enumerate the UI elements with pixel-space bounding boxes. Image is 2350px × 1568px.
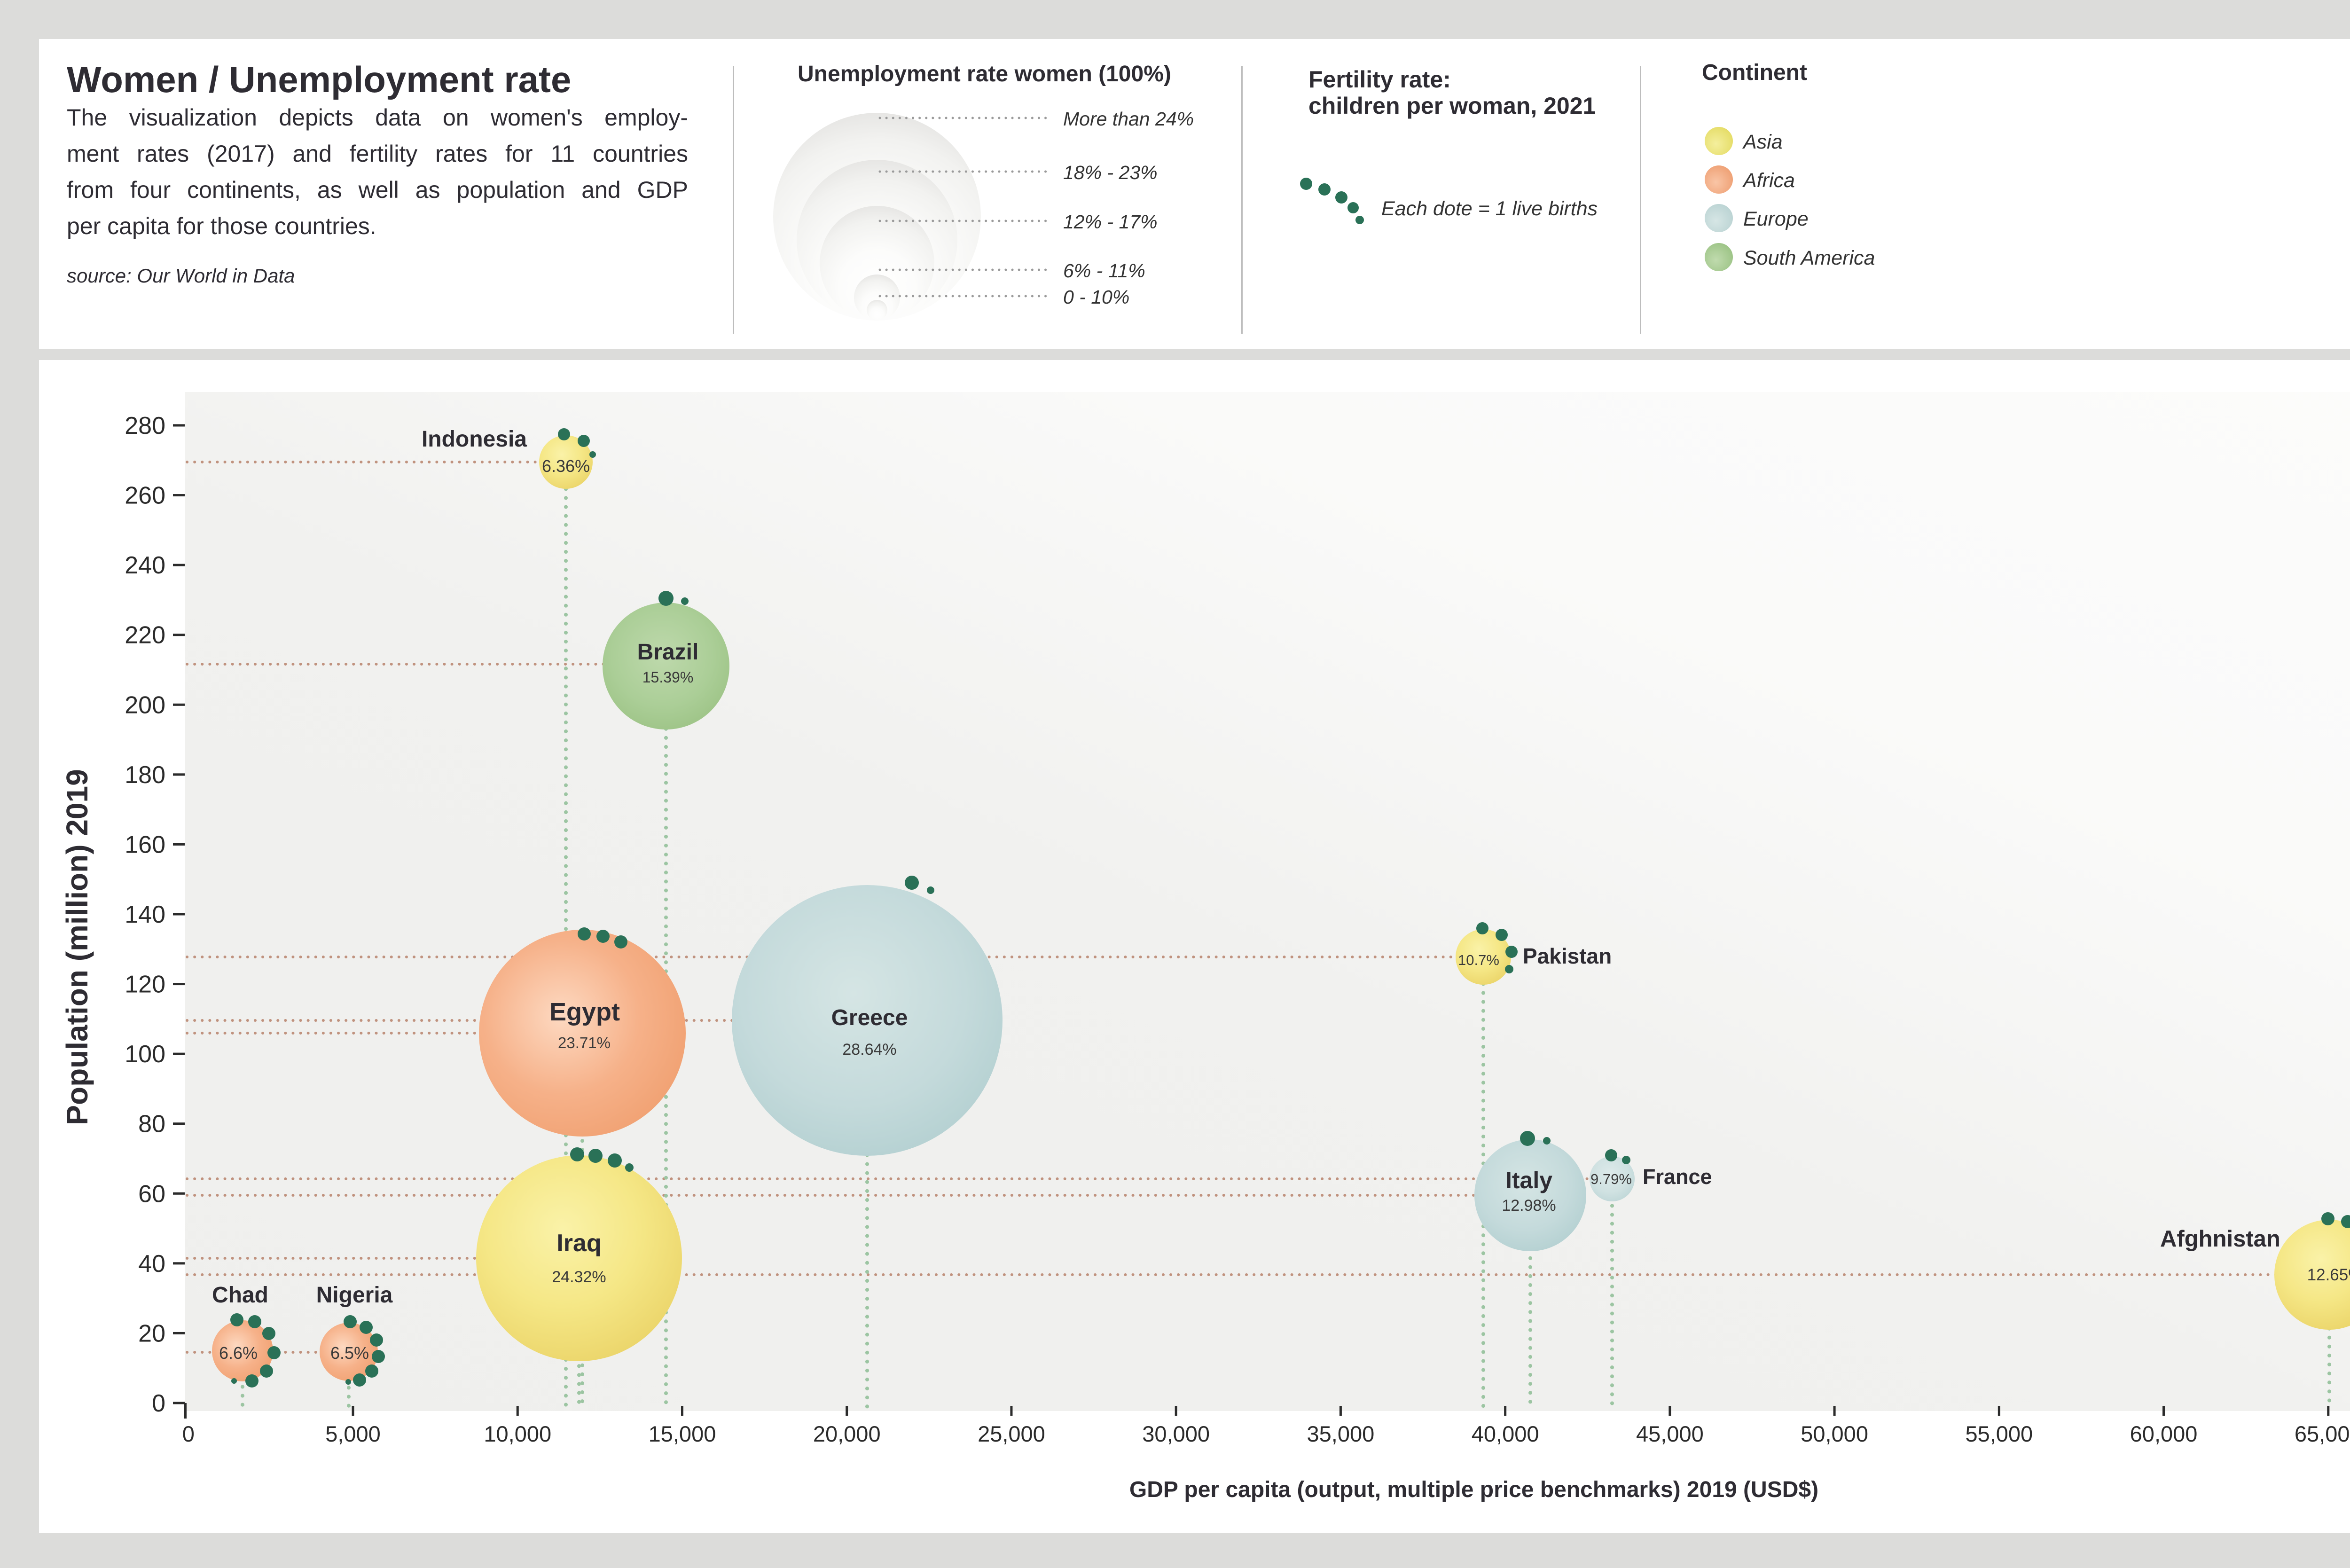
svg-text:9.79%: 9.79% (1590, 1171, 1632, 1187)
svg-text:40: 40 (138, 1250, 165, 1278)
svg-text:Egypt: Egypt (549, 998, 620, 1026)
svg-text:30,000: 30,000 (1142, 1421, 1210, 1446)
svg-text:GDP per capita (output, multip: GDP per capita (output, multiple price b… (1129, 1477, 1818, 1502)
svg-text:Fertility rate:: Fertility rate: (1308, 66, 1451, 93)
svg-text:200: 200 (125, 691, 165, 719)
svg-text:source: Our World in Data: source: Our World in Data (67, 265, 295, 287)
svg-text:Indonesia: Indonesia (422, 427, 527, 452)
svg-text:Afghnistan: Afghnistan (2160, 1226, 2280, 1252)
svg-text:80: 80 (138, 1111, 165, 1138)
svg-text:15.39%: 15.39% (642, 669, 694, 686)
svg-text:Unemployment rate women (100%): Unemployment rate women (100%) (798, 62, 1171, 86)
svg-text:12.65%: 12.65% (2307, 1266, 2350, 1284)
svg-text:45,000: 45,000 (1636, 1421, 1704, 1446)
svg-text:Africa: Africa (1742, 169, 1795, 192)
svg-text:Brazil: Brazil (637, 640, 699, 665)
svg-text:220: 220 (125, 622, 165, 649)
svg-text:0: 0 (182, 1421, 195, 1446)
svg-text:20,000: 20,000 (813, 1421, 881, 1446)
svg-text:South America: South America (1743, 247, 1875, 269)
svg-text:55,000: 55,000 (1965, 1421, 2033, 1446)
svg-text:120: 120 (125, 971, 165, 998)
svg-text:Continent: Continent (1702, 60, 1807, 85)
svg-text:24.32%: 24.32% (552, 1268, 606, 1286)
svg-text:6.36%: 6.36% (542, 456, 590, 476)
svg-text:0 - 10%: 0 - 10% (1063, 286, 1129, 308)
svg-text:280: 280 (125, 412, 165, 439)
svg-text:100: 100 (125, 1041, 165, 1068)
svg-text:Europe: Europe (1743, 208, 1809, 230)
svg-text:France: France (1643, 1165, 1712, 1189)
svg-text:10,000: 10,000 (484, 1421, 551, 1446)
svg-text:Asia: Asia (1742, 131, 1783, 153)
svg-text:160: 160 (125, 831, 165, 858)
svg-text:140: 140 (125, 901, 165, 928)
svg-text:12% - 17%: 12% - 17% (1063, 211, 1158, 233)
svg-text:Nigeria: Nigeria (316, 1283, 393, 1308)
svg-text:Women / Unemployment rate: Women / Unemployment rate (67, 59, 571, 100)
svg-text:5,000: 5,000 (325, 1421, 381, 1446)
svg-text:children per woman, 2021: children per woman, 2021 (1308, 93, 1596, 119)
svg-text:6.6%: 6.6% (219, 1343, 258, 1363)
svg-text:0: 0 (152, 1390, 165, 1417)
svg-text:60,000: 60,000 (2130, 1421, 2198, 1446)
svg-text:35,000: 35,000 (1307, 1421, 1375, 1446)
svg-text:Pakistan: Pakistan (1523, 944, 1612, 968)
svg-text:260: 260 (125, 482, 165, 510)
svg-text:65,000: 65,000 (2295, 1421, 2350, 1446)
svg-text:23.71%: 23.71% (558, 1034, 611, 1051)
svg-text:60: 60 (138, 1180, 165, 1207)
svg-text:12.98%: 12.98% (1502, 1197, 1556, 1215)
svg-text:28.64%: 28.64% (842, 1041, 896, 1058)
svg-text:20: 20 (138, 1320, 165, 1347)
svg-text:More than 24%: More than 24% (1063, 108, 1194, 130)
svg-text:15,000: 15,000 (649, 1421, 716, 1446)
svg-text:25,000: 25,000 (978, 1421, 1045, 1446)
svg-text:180: 180 (125, 761, 165, 789)
svg-text:Each dote = 1 live births: Each dote = 1 live births (1381, 197, 1598, 220)
svg-text:Greece: Greece (831, 1005, 908, 1030)
svg-text:Population (million) 2019: Population (million) 2019 (60, 769, 94, 1125)
svg-text:6% - 11%: 6% - 11% (1063, 260, 1145, 282)
svg-text:6.5%: 6.5% (330, 1343, 369, 1363)
svg-text:10.7%: 10.7% (1458, 952, 1499, 968)
svg-text:40,000: 40,000 (1472, 1421, 1539, 1446)
svg-text:Italy: Italy (1505, 1167, 1552, 1193)
svg-text:Chad: Chad (212, 1283, 268, 1308)
svg-text:18% - 23%: 18% - 23% (1063, 162, 1158, 183)
svg-text:50,000: 50,000 (1801, 1421, 1868, 1446)
svg-text:Iraq: Iraq (556, 1230, 601, 1257)
svg-text:240: 240 (125, 552, 165, 579)
